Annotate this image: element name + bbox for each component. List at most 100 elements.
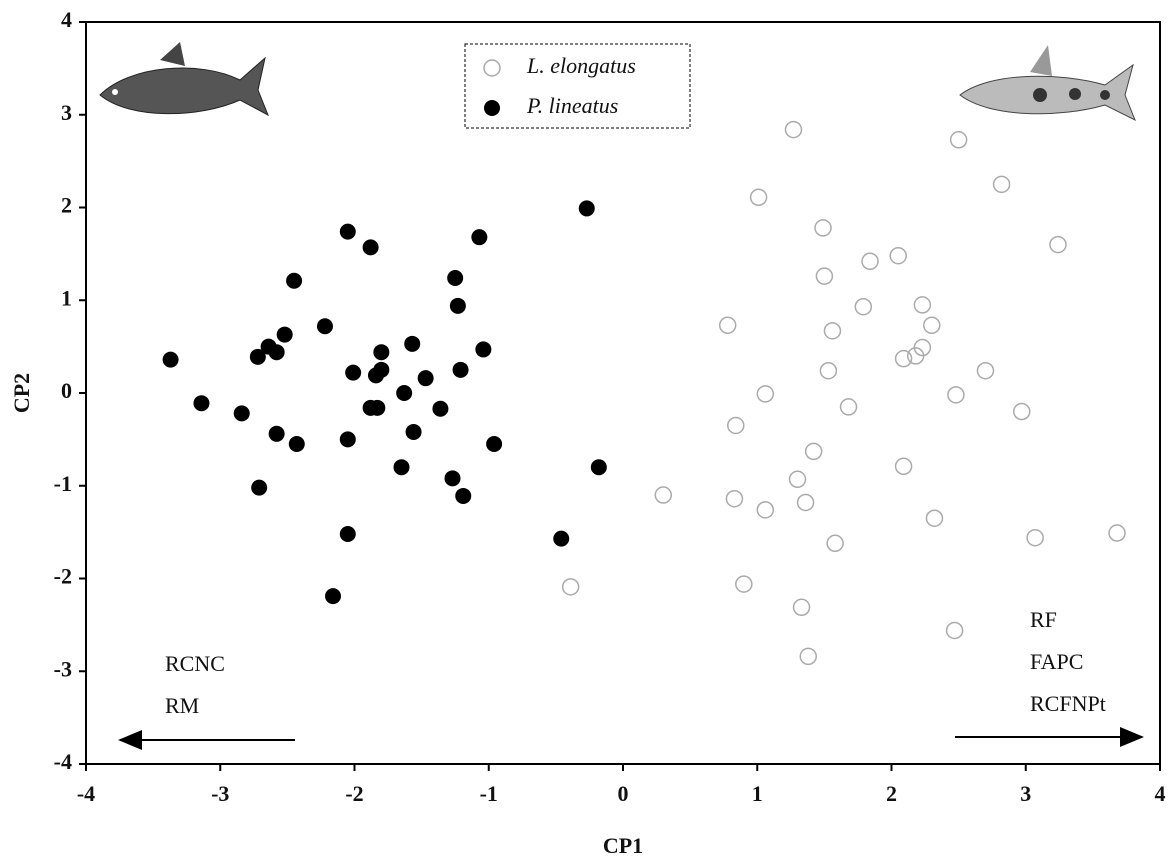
x-tick-label: 1: [752, 781, 763, 806]
point: [339, 525, 356, 542]
point: [268, 344, 285, 361]
point: [788, 470, 807, 489]
point: [718, 316, 737, 335]
point: [854, 297, 873, 316]
x-tick-label: 3: [1020, 781, 1031, 806]
point: [449, 297, 466, 314]
point: [796, 493, 815, 512]
annotation: RM: [165, 693, 199, 718]
point: [949, 131, 968, 149]
point: [316, 318, 333, 335]
point: [1012, 402, 1031, 421]
point: [654, 486, 673, 504]
point: [444, 470, 461, 487]
y-tick-label: -1: [54, 471, 72, 496]
legend-marker: [484, 100, 500, 116]
annotation: RF: [1030, 607, 1057, 632]
point: [417, 370, 434, 387]
point: [947, 386, 965, 404]
legend: L. elongatus P. lineatus: [483, 53, 636, 118]
point: [276, 326, 293, 343]
point: [1108, 524, 1126, 542]
point: [286, 272, 303, 289]
point: [1049, 235, 1067, 254]
point: [749, 188, 768, 207]
point: [976, 361, 995, 380]
point: [369, 399, 386, 416]
point: [249, 348, 266, 365]
x-tick-label: -4: [77, 781, 95, 806]
x-tick-label: -2: [345, 781, 363, 806]
x-tick-label: 4: [1155, 781, 1166, 806]
point: [839, 398, 858, 416]
point: [590, 459, 607, 476]
point: [404, 335, 421, 352]
point: [804, 442, 823, 461]
point: [288, 436, 305, 453]
y-tick-label: 0: [61, 378, 72, 403]
point: [925, 509, 944, 527]
point: [561, 578, 580, 596]
y-tick-label: -3: [54, 656, 72, 681]
y-tick-label: 3: [61, 100, 72, 125]
point: [193, 395, 210, 412]
point: [894, 349, 913, 368]
y-axis-title: CP2: [9, 373, 34, 413]
point: [339, 223, 356, 240]
point: [452, 361, 469, 378]
point: [992, 175, 1011, 194]
point: [447, 269, 464, 286]
point: [815, 267, 834, 285]
point: [471, 229, 488, 246]
x-tick-label: 2: [886, 781, 897, 806]
point: [727, 416, 745, 435]
point: [373, 344, 390, 361]
point: [455, 487, 472, 504]
point: [792, 598, 811, 617]
point: [819, 361, 838, 380]
point: [251, 479, 268, 496]
point: [393, 459, 410, 476]
point: [475, 341, 492, 358]
point: [913, 338, 932, 357]
y-tick-label: -2: [54, 564, 72, 589]
fish-right: [959, 45, 1136, 122]
point: [432, 400, 449, 417]
point: [345, 364, 362, 381]
point: [325, 588, 342, 605]
point: [913, 296, 932, 314]
point: [486, 436, 503, 453]
x-tick-label: -3: [211, 781, 229, 806]
point: [405, 423, 422, 440]
legend-label: L. elongatus: [526, 53, 636, 78]
legend-label: P. lineatus: [526, 93, 618, 118]
annotation: RCNC: [165, 651, 225, 676]
fish-left: [99, 42, 269, 117]
y-tick-label: 1: [61, 285, 72, 310]
point: [784, 120, 803, 139]
point: [1026, 528, 1044, 547]
x-axis-title: CP1: [603, 833, 643, 858]
y-tick-label: 4: [61, 7, 72, 32]
point: [894, 457, 913, 476]
point: [396, 385, 413, 401]
point: [553, 530, 570, 547]
annotation: FAPC: [1030, 649, 1083, 674]
y-tick-label: 2: [61, 193, 72, 218]
point: [362, 239, 379, 256]
x-tick-label: 0: [618, 781, 629, 806]
point: [823, 322, 842, 340]
point: [578, 200, 595, 217]
point: [339, 431, 356, 448]
point: [826, 534, 844, 553]
point: [162, 351, 179, 368]
point: [814, 219, 832, 237]
point: [861, 252, 879, 271]
plot-frame: [85, 21, 1161, 765]
y-tick-label: -4: [54, 749, 72, 774]
point: [268, 425, 285, 442]
point: [756, 385, 775, 403]
point: [735, 575, 753, 593]
point: [799, 647, 818, 666]
